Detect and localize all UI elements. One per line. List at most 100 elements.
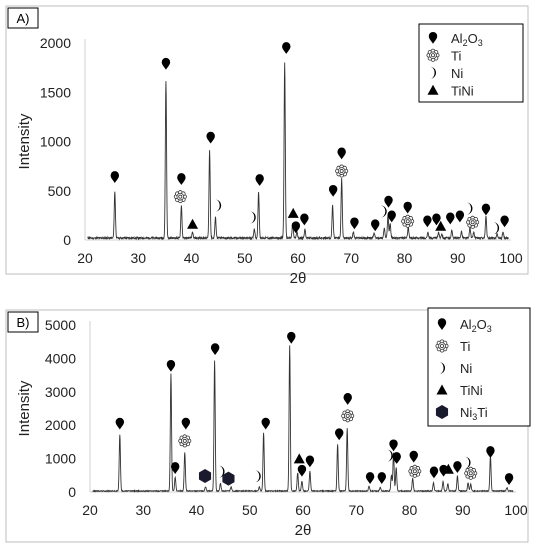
x-tick-label: 30 xyxy=(130,250,146,266)
ti-marker-icon xyxy=(178,434,192,448)
al2o3-marker-icon xyxy=(423,215,432,228)
al2o3-marker-icon xyxy=(455,210,465,223)
ni-marker-icon xyxy=(380,205,387,218)
y-tick-label: 1500 xyxy=(40,84,71,100)
tini-marker-icon xyxy=(287,207,299,218)
panel-b: B) 0 1000 2000 3000 4000 5000 20 30 40 50 60 70 80 90 1… xyxy=(5,307,531,543)
x-tick-label: 60 xyxy=(295,502,311,518)
al2o3-marker-icon xyxy=(403,201,412,214)
x-tick-label: 70 xyxy=(348,502,364,518)
y-tick-label: 0 xyxy=(63,232,71,248)
x-tick-label: 100 xyxy=(499,250,523,266)
tini-marker-icon xyxy=(293,453,305,464)
al2o3-marker-icon xyxy=(365,472,375,484)
legend-label: Al2O3 xyxy=(451,31,483,48)
al2o3-marker-icon xyxy=(429,466,439,479)
ti-marker-icon xyxy=(408,464,422,478)
al2o3-marker-icon xyxy=(291,221,301,234)
al2o3-marker-icon xyxy=(350,217,359,230)
ni3ti-marker-icon xyxy=(198,468,212,483)
x-tick-label: 50 xyxy=(237,250,253,266)
y-tick-label: 0 xyxy=(68,484,76,500)
al2o3-marker-icon xyxy=(387,210,396,223)
al2o3-marker-icon xyxy=(177,173,186,185)
tini-marker-icon xyxy=(436,384,448,395)
al2o3-marker-icon xyxy=(432,213,441,226)
x-tick-label: 40 xyxy=(184,250,200,266)
ti-marker-icon xyxy=(173,190,187,204)
al2o3-marker-icon xyxy=(282,42,291,54)
y-tick-label: 2000 xyxy=(45,417,76,433)
al2o3-marker-icon xyxy=(210,343,220,356)
al2o3-marker-icon xyxy=(335,428,344,441)
y-axis-label: Intensity xyxy=(16,380,33,436)
ti-marker-icon xyxy=(335,164,349,178)
x-tick-label: 70 xyxy=(343,250,359,266)
panel-frame xyxy=(5,5,529,275)
al2o3-marker-icon xyxy=(305,455,315,468)
al2o3-marker-icon xyxy=(392,452,401,464)
x-axis-label: 2θ xyxy=(295,522,312,539)
x-tick-label: 80 xyxy=(397,250,413,266)
tini-marker-icon xyxy=(435,220,447,231)
y-tick-label: 5000 xyxy=(45,317,76,333)
al2o3-marker-icon xyxy=(504,473,514,485)
ni-marker-icon xyxy=(249,211,256,224)
x-axis-label: 2θ xyxy=(290,270,307,287)
al2o3-marker-icon xyxy=(261,417,270,430)
ni-marker-icon xyxy=(493,222,500,235)
al2o3-marker-icon xyxy=(255,174,264,186)
phase-markers xyxy=(110,42,509,235)
al2o3-marker-icon xyxy=(287,331,296,344)
al2o3-marker-icon xyxy=(377,472,387,484)
legend-label: Ni xyxy=(460,361,472,376)
al2o3-marker-icon xyxy=(110,171,120,183)
ti-marker-icon xyxy=(435,339,449,353)
x-tick-label: 20 xyxy=(77,250,93,266)
ni3ti-marker-icon xyxy=(435,405,449,419)
x-tick-label: 20 xyxy=(82,502,98,518)
tini-marker-icon xyxy=(427,84,439,95)
x-tick-label: 40 xyxy=(189,502,205,518)
al2o3-marker-icon xyxy=(115,417,125,430)
y-tick-label: 1000 xyxy=(40,134,71,150)
ni-marker-icon xyxy=(386,449,393,462)
ni-marker-icon xyxy=(439,362,445,374)
panel-label-box xyxy=(7,311,39,333)
al2o3-marker-icon xyxy=(486,446,495,458)
x-tick-label: 50 xyxy=(242,502,258,518)
panel-a: A) 0 500 1000 1500 2000 20 30 40 50 60 70 80 90 100 2θ I… xyxy=(5,5,529,287)
ni-marker-icon xyxy=(464,456,471,469)
al2o3-marker-icon xyxy=(206,131,215,144)
tini-marker-icon xyxy=(442,463,454,474)
al2o3-marker-icon xyxy=(300,213,309,226)
xrd-pattern-line xyxy=(92,345,514,493)
x-tick-label: 90 xyxy=(450,250,466,266)
legend-label: TiNi xyxy=(451,83,474,98)
ni-marker-icon xyxy=(430,66,437,79)
panel-label: B) xyxy=(17,315,30,330)
al2o3-marker-icon xyxy=(453,461,462,473)
phase-markers xyxy=(115,331,514,486)
ni3ti-marker-icon xyxy=(222,471,235,486)
ti-marker-icon xyxy=(426,48,440,62)
ti-marker-icon xyxy=(466,215,480,229)
al2o3-marker-icon xyxy=(389,439,398,452)
al2o3-marker-icon xyxy=(481,203,491,216)
ni-marker-icon xyxy=(254,470,261,483)
legend-label: TiNi xyxy=(460,383,483,398)
ni-marker-icon xyxy=(466,202,473,215)
al2o3-marker-icon xyxy=(371,219,380,232)
legend-label: Ni xyxy=(451,66,463,81)
x-tick-label: 100 xyxy=(504,502,528,518)
legend-box xyxy=(427,307,531,427)
legend-label: Ti xyxy=(451,48,461,63)
legend-label: Al2O3 xyxy=(460,317,492,334)
legend-label: Ti xyxy=(460,339,470,354)
al2o3-marker-icon xyxy=(166,359,176,372)
y-tick-label: 500 xyxy=(48,183,72,199)
panel-label: A) xyxy=(17,11,30,26)
ti-marker-icon xyxy=(464,466,478,480)
